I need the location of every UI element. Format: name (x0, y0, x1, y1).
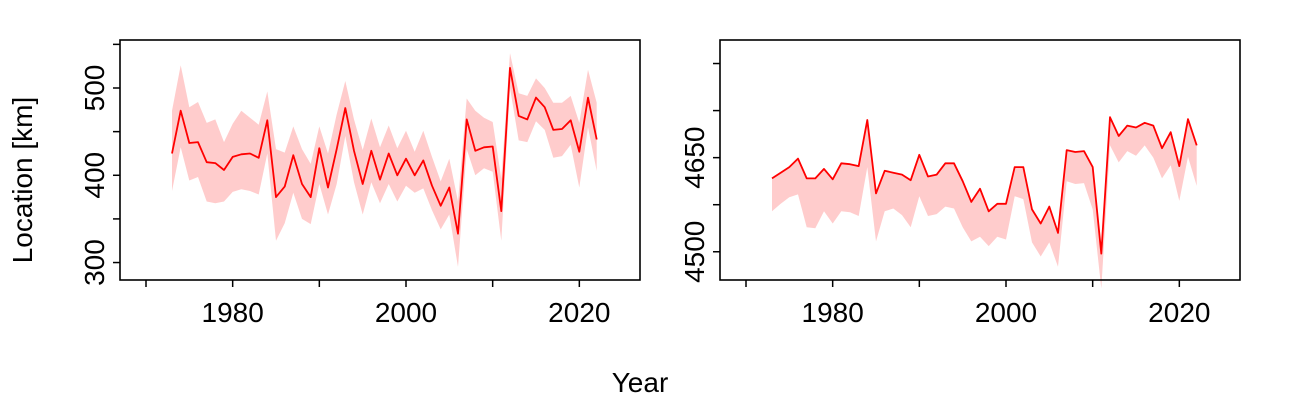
y-tick-label: 300 (79, 239, 110, 286)
x-tick-label: 1980 (802, 297, 864, 328)
x-tick-label: 2020 (548, 297, 610, 328)
confidence-band (172, 53, 597, 267)
y-tick-label: 4500 (679, 221, 710, 283)
y-tick-label: 500 (79, 65, 110, 112)
left-panel: 1980 2000 2020 300 400 500 (79, 39, 641, 328)
plot-frame (119, 39, 641, 281)
x-axis-label: Year (612, 367, 669, 398)
x-tick-label: 1980 (202, 297, 264, 328)
x-tick-label: 2020 (1148, 297, 1210, 328)
confidence-band (772, 117, 1197, 289)
y-tick-label: 4650 (679, 126, 710, 188)
x-tick-label: 2000 (975, 297, 1037, 328)
y-axis-label: Location [km] (7, 97, 38, 264)
series-line (171, 67, 598, 235)
plot-frame (719, 39, 1241, 281)
series-line (771, 116, 1198, 255)
y-tick-label: 400 (79, 152, 110, 199)
right-panel: 1980 2000 2020 4500 4650 (679, 39, 1241, 328)
x-tick-label: 2000 (375, 297, 437, 328)
